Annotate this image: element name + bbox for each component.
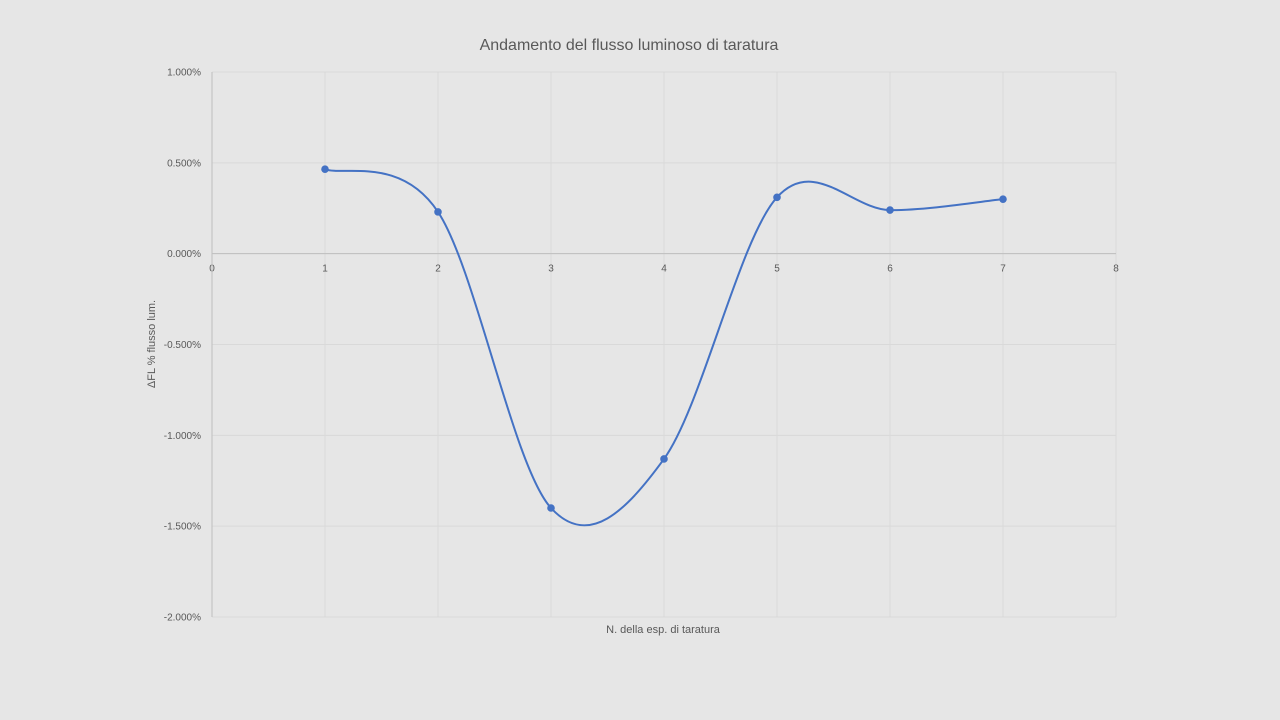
labels: Andamento del flusso luminoso di taratur… xyxy=(146,37,779,636)
data-point xyxy=(773,193,781,202)
x-tick-label: 4 xyxy=(661,264,667,275)
axes: 0123456781.000%0.500%0.000%-0.500%-1.000… xyxy=(164,68,1119,624)
chart-title: Andamento del flusso luminoso di taratur… xyxy=(480,37,779,54)
grid xyxy=(212,71,1117,618)
x-tick-label: 7 xyxy=(1000,264,1006,275)
data-point xyxy=(434,208,442,216)
x-tick-label: 2 xyxy=(435,264,441,275)
x-tick-label: 5 xyxy=(774,264,780,275)
y-tick-label: -1.000% xyxy=(164,431,201,442)
data-point xyxy=(999,195,1007,203)
data-point xyxy=(886,206,894,214)
x-axis-title: N. della esp. di taratura xyxy=(606,624,721,636)
y-tick-label: -1.500% xyxy=(164,522,201,533)
series xyxy=(321,165,1007,527)
x-tick-label: 3 xyxy=(548,264,554,275)
data-point xyxy=(547,504,555,512)
y-tick-label: 0.000% xyxy=(167,249,201,260)
series-line xyxy=(324,168,1004,527)
y-tick-label: 1.000% xyxy=(167,68,201,79)
y-tick-label: -0.500% xyxy=(164,340,201,351)
y-tick-label: 0.500% xyxy=(167,158,201,169)
y-tick-label: -2.000% xyxy=(164,613,201,624)
data-point xyxy=(321,165,329,173)
y-axis-title: ΔFL % flusso lum. xyxy=(146,300,158,388)
data-point xyxy=(660,455,668,463)
x-tick-label: 8 xyxy=(1113,264,1119,275)
x-tick-label: 6 xyxy=(887,264,893,275)
x-tick-label: 1 xyxy=(322,264,328,275)
